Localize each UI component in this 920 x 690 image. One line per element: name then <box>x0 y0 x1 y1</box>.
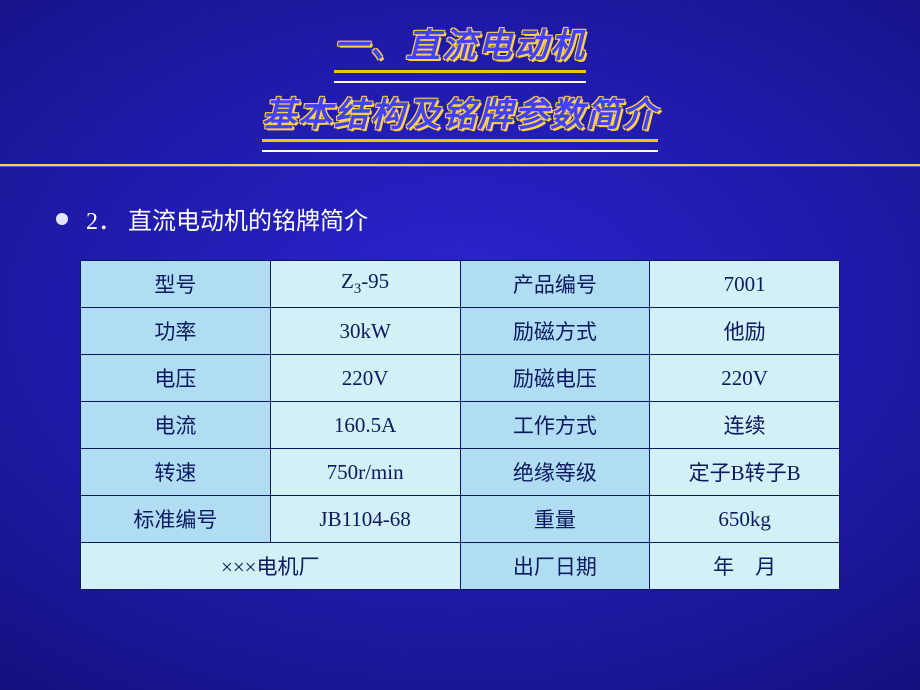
table-cell: 标准编号 <box>81 496 271 543</box>
table-cell: 电压 <box>81 355 271 402</box>
nameplate-table: 型号Z3-95产品编号7001功率30kW励磁方式他励电压220V励磁电压220… <box>80 260 840 590</box>
table-row: 电压220V励磁电压220V <box>81 355 840 402</box>
table-cell: 转速 <box>81 449 271 496</box>
table-cell: 绝缘等级 <box>460 449 650 496</box>
table-cell: 220V <box>270 355 460 402</box>
table-cell: 出厂日期 <box>460 543 650 590</box>
table-row: 转速750r/min绝缘等级定子B转子B <box>81 449 840 496</box>
table-cell: 年 月 <box>650 543 840 590</box>
table-cell: 产品编号 <box>460 261 650 308</box>
slide-title: 一、直流电动机 基本结构及铭牌参数简介 <box>0 14 920 158</box>
table-cell: 型号 <box>81 261 271 308</box>
table-cell: 功率 <box>81 308 271 355</box>
table-cell: 电流 <box>81 402 271 449</box>
table-row: 型号Z3-95产品编号7001 <box>81 261 840 308</box>
table-row: 功率30kW励磁方式他励 <box>81 308 840 355</box>
title-divider <box>0 164 920 167</box>
table-cell: 650kg <box>650 496 840 543</box>
table-cell: 7001 <box>650 261 840 308</box>
table-row: ×××电机厂出厂日期年 月 <box>81 543 840 590</box>
table-cell: JB1104-68 <box>270 496 460 543</box>
table-cell: 他励 <box>650 308 840 355</box>
table-cell: 励磁方式 <box>460 308 650 355</box>
title-line-1: 一、直流电动机 <box>334 18 586 73</box>
table-cell: 220V <box>650 355 840 402</box>
bullet-text: 直流电动机的铭牌简介 <box>128 201 368 236</box>
table-cell: 重量 <box>460 496 650 543</box>
table-cell: Z3-95 <box>270 261 460 308</box>
table-row: 标准编号JB1104-68重量650kg <box>81 496 840 543</box>
table-cell: 工作方式 <box>460 402 650 449</box>
bullet-number: 2． <box>86 201 122 236</box>
bullet-row: 2． 直流电动机的铭牌简介 <box>56 201 920 236</box>
table-cell: 30kW <box>270 308 460 355</box>
table-row: 电流160.5A工作方式连续 <box>81 402 840 449</box>
table-cell: 750r/min <box>270 449 460 496</box>
table-cell: 定子B转子B <box>650 449 840 496</box>
table-cell: ×××电机厂 <box>81 543 461 590</box>
title-group-1: 一、直流电动机 <box>334 14 586 83</box>
title-group-2: 基本结构及铭牌参数简介 <box>262 83 658 152</box>
nameplate-body: 型号Z3-95产品编号7001功率30kW励磁方式他励电压220V励磁电压220… <box>81 261 840 590</box>
table-cell: 励磁电压 <box>460 355 650 402</box>
title-line-2: 基本结构及铭牌参数简介 <box>262 87 658 142</box>
table-cell: 连续 <box>650 402 840 449</box>
bullet-icon <box>56 213 68 225</box>
table-cell: 160.5A <box>270 402 460 449</box>
